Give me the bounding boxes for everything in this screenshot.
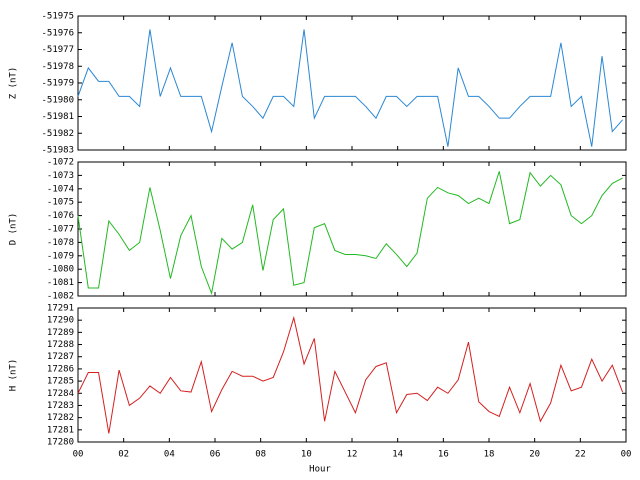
x-tick-label: 12: [347, 450, 358, 460]
y-tick-label: 17284: [47, 389, 74, 399]
plot-frame: [77, 15, 627, 151]
y-tick-label: -51979: [41, 79, 74, 89]
y-tick-label: -1073: [47, 171, 74, 181]
y-tick-label: 17287: [47, 352, 74, 362]
x-tick-label: 20: [529, 450, 540, 460]
y-tick-label: -51982: [41, 129, 74, 139]
y-tick-label: -1074: [47, 184, 74, 194]
x-tick-label: 16: [438, 450, 449, 460]
x-tick-label: 06: [210, 450, 221, 460]
y-tick-label: -1080: [47, 265, 74, 275]
y-axis-label: D (nT): [9, 213, 19, 246]
x-tick-label: 22: [575, 450, 586, 460]
y-tick-label: 17290: [47, 316, 74, 326]
y-tick-label: -1079: [47, 251, 74, 261]
y-tick-label: -51978: [41, 62, 74, 72]
y-tick-label: 17286: [47, 364, 74, 374]
x-axis-label: Hour: [309, 465, 331, 475]
y-tick-label: -1082: [47, 292, 74, 302]
y-tick-label: -1072: [47, 158, 74, 168]
y-tick-label: -1077: [47, 225, 74, 235]
y-tick-label: 17281: [47, 425, 74, 435]
y-tick-label: 17285: [47, 377, 74, 387]
y-tick-label: -51976: [41, 28, 74, 38]
x-tick-label: 00: [621, 450, 632, 460]
plot-frame: [77, 307, 627, 443]
x-tick-label: 00: [73, 450, 84, 460]
data-line: [77, 29, 623, 147]
y-tick-label: -51975: [41, 12, 74, 22]
x-tick-label: 14: [392, 450, 403, 460]
y-tick-label: -51977: [41, 45, 74, 55]
x-tick-label: 02: [118, 450, 129, 460]
y-tick-label: -1078: [47, 238, 74, 248]
x-tick-label: 18: [484, 450, 495, 460]
y-tick-label: 17289: [47, 328, 74, 338]
x-tick-label: 04: [164, 450, 175, 460]
y-tick-label: 17282: [47, 413, 74, 423]
y-tick-label: -51981: [41, 112, 74, 122]
y-tick-label: -1081: [47, 278, 74, 288]
y-tick-label: -1075: [47, 198, 74, 208]
y-tick-label: -1076: [47, 211, 74, 221]
y-tick-label: 17280: [47, 438, 74, 448]
y-axis-label: Z (nT): [9, 67, 19, 100]
y-tick-label: 17288: [47, 340, 74, 350]
x-tick-label: 10: [301, 450, 312, 460]
data-line: [77, 315, 624, 434]
y-tick-label: -51980: [41, 95, 74, 105]
x-tick-label: 08: [255, 450, 266, 460]
y-axis-label: H (nT): [9, 359, 19, 392]
y-tick-label: 17283: [47, 401, 74, 411]
y-tick-label: -51983: [41, 146, 74, 156]
y-tick-label: 17291: [47, 304, 74, 314]
data-line: [77, 171, 623, 296]
